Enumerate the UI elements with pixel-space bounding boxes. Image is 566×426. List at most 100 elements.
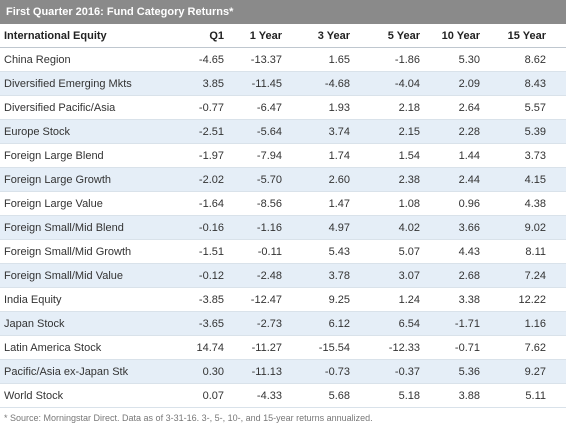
return-cell-3-year: 1.93 <box>290 95 360 120</box>
table-row: Foreign Large Blend -1.97 -7.94 1.74 1.54 1.4… <box>0 143 566 168</box>
column-header-1-year: 1 Year <box>230 24 290 48</box>
return-cell-1-year: -5.70 <box>230 167 290 192</box>
table-row: Europe Stock -2.51 -5.64 3.74 2.15 2.28 5.39 <box>0 119 566 144</box>
footnote: * Source: Morningstar Direct. Data as of… <box>4 413 373 423</box>
category-name-cell: Foreign Small/Mid Value <box>0 263 176 288</box>
column-header-10-year: 10 Year <box>430 24 498 48</box>
return-cell-10-year: 4.43 <box>430 239 498 264</box>
category-name-cell: China Region <box>0 47 176 72</box>
return-cell-3-year: 9.25 <box>290 287 360 312</box>
column-header-category: International Equity <box>0 24 176 48</box>
table-row: Japan Stock -3.65 -2.73 6.12 6.54 -1.71 1.16 <box>0 311 566 336</box>
return-cell-q1: -4.65 <box>176 47 230 72</box>
return-cell-q1: 0.07 <box>176 383 230 408</box>
return-cell-10-year: 2.64 <box>430 95 498 120</box>
return-cell-5-year: 6.54 <box>360 311 430 336</box>
return-cell-q1: -1.64 <box>176 191 230 216</box>
category-name-cell: Foreign Small/Mid Blend <box>0 215 176 240</box>
category-name-cell: Foreign Large Value <box>0 191 176 216</box>
table-row: Foreign Small/Mid Value -0.12 -2.48 3.78 3.0… <box>0 263 566 288</box>
return-cell-1-year: -11.27 <box>230 335 290 360</box>
return-cell-3-year: -15.54 <box>290 335 360 360</box>
return-cell-15-year: 8.62 <box>498 47 566 72</box>
table-row: Foreign Large Value -1.64 -8.56 1.47 1.08 0.9… <box>0 191 566 216</box>
return-cell-5-year: 2.18 <box>360 95 430 120</box>
table-body: China Region -4.65 -13.37 1.65 -1.86 5.30 8.62… <box>0 47 566 408</box>
column-header-q1: Q1 <box>176 24 230 48</box>
return-cell-5-year: 5.18 <box>360 383 430 408</box>
column-header-15-year: 15 Year <box>498 24 566 48</box>
return-cell-3-year: 1.65 <box>290 47 360 72</box>
return-cell-q1: -3.65 <box>176 311 230 336</box>
return-cell-q1: 3.85 <box>176 71 230 96</box>
table-row: Foreign Small/Mid Growth -1.51 -0.11 5.43 5.… <box>0 239 566 264</box>
return-cell-15-year: 5.57 <box>498 95 566 120</box>
return-cell-10-year: -0.71 <box>430 335 498 360</box>
return-cell-q1: -3.85 <box>176 287 230 312</box>
table-row: World Stock 0.07 -4.33 5.68 5.18 3.88 5.11 <box>0 383 566 408</box>
return-cell-10-year: 3.88 <box>430 383 498 408</box>
return-cell-5-year: -1.86 <box>360 47 430 72</box>
return-cell-1-year: -8.56 <box>230 191 290 216</box>
return-cell-15-year: 8.11 <box>498 239 566 264</box>
category-name-cell: Europe Stock <box>0 119 176 144</box>
category-name-cell: Japan Stock <box>0 311 176 336</box>
category-name-cell: World Stock <box>0 383 176 408</box>
return-cell-5-year: -4.04 <box>360 71 430 96</box>
return-cell-10-year: 1.44 <box>430 143 498 168</box>
return-cell-5-year: 5.07 <box>360 239 430 264</box>
return-cell-15-year: 9.27 <box>498 359 566 384</box>
return-cell-10-year: 2.68 <box>430 263 498 288</box>
category-name-cell: Diversified Emerging Mkts <box>0 71 176 96</box>
header-row: International Equity Q1 1 Year 3 Year 5 Year… <box>0 24 566 48</box>
return-cell-q1: -0.16 <box>176 215 230 240</box>
return-cell-1-year: -2.73 <box>230 311 290 336</box>
return-cell-1-year: -0.11 <box>230 239 290 264</box>
return-cell-10-year: 5.36 <box>430 359 498 384</box>
table-row: Foreign Small/Mid Blend -0.16 -1.16 4.97 4.0… <box>0 215 566 240</box>
return-cell-3-year: 3.78 <box>290 263 360 288</box>
return-cell-10-year: -1.71 <box>430 311 498 336</box>
return-cell-q1: -1.51 <box>176 239 230 264</box>
category-name-cell: India Equity <box>0 287 176 312</box>
return-cell-3-year: 2.60 <box>290 167 360 192</box>
fund-category-returns-table: International Equity Q1 1 Year 3 Year 5 Year… <box>0 24 566 408</box>
return-cell-q1: 0.30 <box>176 359 230 384</box>
return-cell-10-year: 2.44 <box>430 167 498 192</box>
return-cell-5-year: 2.38 <box>360 167 430 192</box>
return-cell-5-year: -12.33 <box>360 335 430 360</box>
return-cell-1-year: -4.33 <box>230 383 290 408</box>
table-row: Foreign Large Growth -2.02 -5.70 2.60 2.38 2.… <box>0 167 566 192</box>
return-cell-3-year: -4.68 <box>290 71 360 96</box>
category-name-cell: Diversified Pacific/Asia <box>0 95 176 120</box>
category-name-cell: Latin America Stock <box>0 335 176 360</box>
category-name-cell: Foreign Large Growth <box>0 167 176 192</box>
return-cell-q1: -0.12 <box>176 263 230 288</box>
return-cell-15-year: 7.24 <box>498 263 566 288</box>
return-cell-3-year: 5.43 <box>290 239 360 264</box>
return-cell-1-year: -5.64 <box>230 119 290 144</box>
return-cell-10-year: 3.66 <box>430 215 498 240</box>
table-row: Diversified Emerging Mkts 3.85 -11.45 -4.68… <box>0 71 566 96</box>
return-cell-1-year: -12.47 <box>230 287 290 312</box>
return-cell-5-year: 1.24 <box>360 287 430 312</box>
return-cell-1-year: -6.47 <box>230 95 290 120</box>
return-cell-15-year: 9.02 <box>498 215 566 240</box>
return-cell-q1: -0.77 <box>176 95 230 120</box>
return-cell-5-year: 2.15 <box>360 119 430 144</box>
return-cell-1-year: -7.94 <box>230 143 290 168</box>
return-cell-15-year: 8.43 <box>498 71 566 96</box>
return-cell-1-year: -1.16 <box>230 215 290 240</box>
return-cell-10-year: 5.30 <box>430 47 498 72</box>
return-cell-q1: 14.74 <box>176 335 230 360</box>
return-cell-3-year: 3.74 <box>290 119 360 144</box>
return-cell-3-year: 4.97 <box>290 215 360 240</box>
return-cell-1-year: -13.37 <box>230 47 290 72</box>
return-cell-15-year: 12.22 <box>498 287 566 312</box>
return-cell-5-year: 1.54 <box>360 143 430 168</box>
return-cell-15-year: 3.73 <box>498 143 566 168</box>
category-name-cell: Pacific/Asia ex-Japan Stk <box>0 359 176 384</box>
return-cell-10-year: 2.09 <box>430 71 498 96</box>
return-cell-3-year: 5.68 <box>290 383 360 408</box>
category-name-cell: Foreign Small/Mid Growth <box>0 239 176 264</box>
